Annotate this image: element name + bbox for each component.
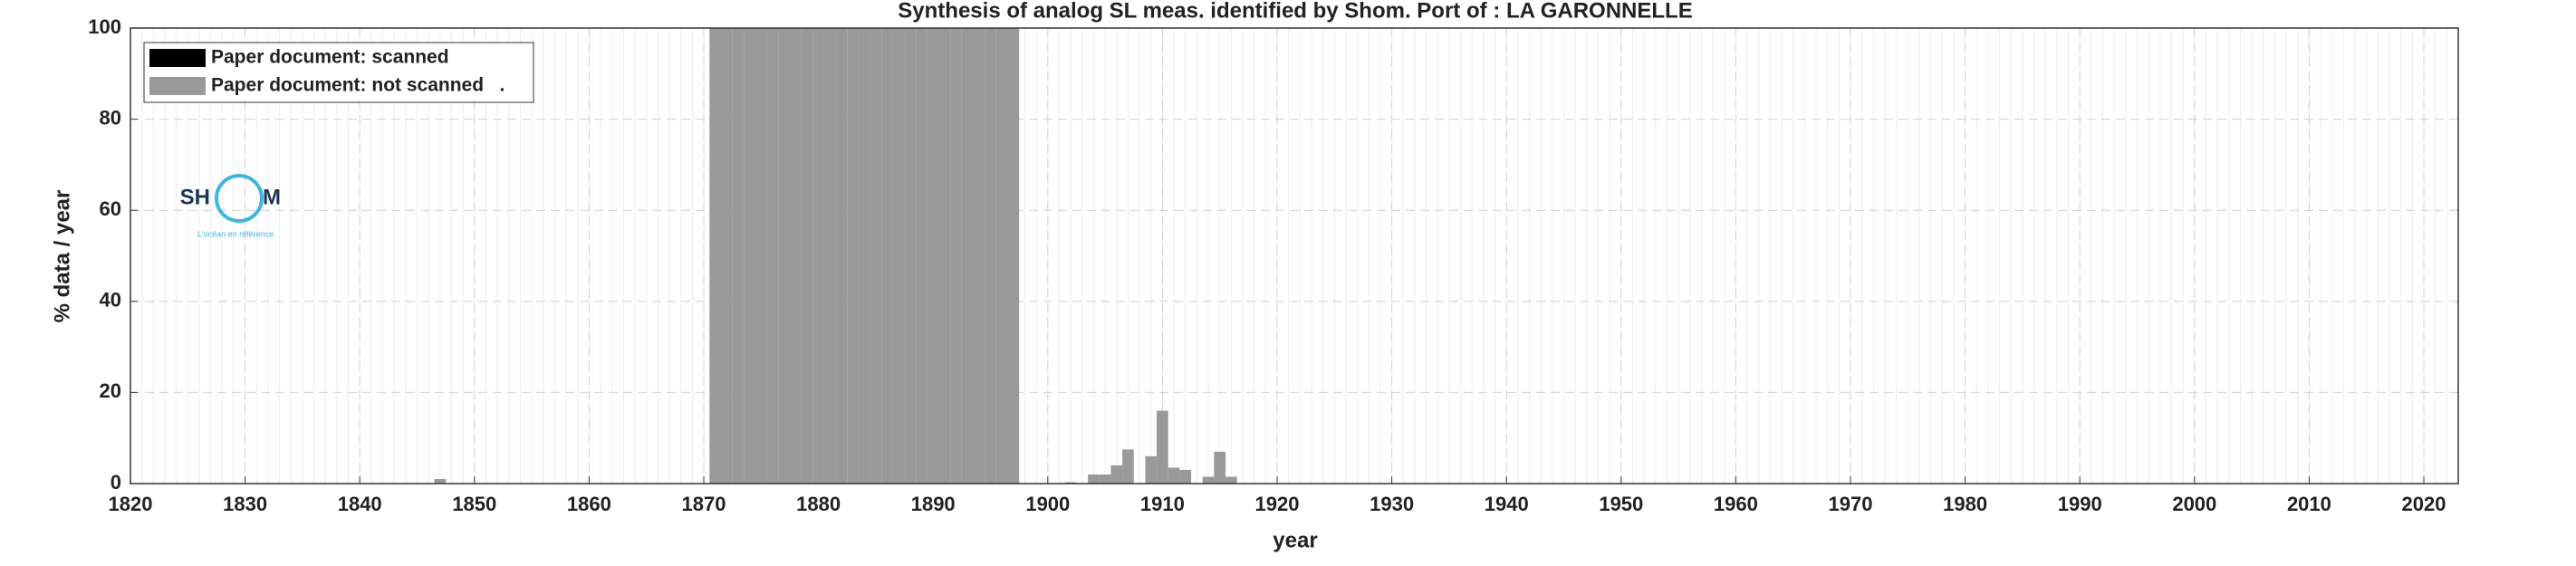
plot-frame <box>130 27 2459 484</box>
bar <box>434 478 447 484</box>
bar <box>755 28 767 484</box>
bar <box>892 28 905 484</box>
x-tick-label: 1840 <box>338 493 382 515</box>
x-tick-label: 1940 <box>1485 493 1529 515</box>
bar <box>938 28 951 484</box>
x-tick-label: 1820 <box>109 493 153 515</box>
logo-tagline: L'océan en référence <box>197 229 274 238</box>
bar <box>985 28 996 484</box>
legend-label: Paper document: not scanned . <box>211 75 505 96</box>
bar <box>1226 476 1237 484</box>
bar <box>1110 465 1123 484</box>
x-tick-label: 1980 <box>1943 493 1987 515</box>
x-tick-label: 1870 <box>682 493 726 515</box>
bar <box>789 28 802 484</box>
x-tick-label: 1960 <box>1714 493 1758 515</box>
x-tick-label: 1880 <box>796 493 841 515</box>
bar <box>973 28 985 484</box>
bar <box>1157 410 1168 484</box>
logo-ring <box>215 174 264 223</box>
bar <box>870 28 882 484</box>
x-tick-label: 1920 <box>1255 493 1300 515</box>
x-axis-label: year <box>1273 528 1317 552</box>
bar <box>823 28 836 484</box>
bar <box>858 28 870 484</box>
legend-swatch <box>149 49 206 67</box>
y-axis-label: % data / year <box>50 190 74 323</box>
bar <box>1122 449 1134 484</box>
bar <box>1202 476 1215 484</box>
logo-text: SH <box>180 185 210 209</box>
x-tick-label: 1900 <box>1025 493 1070 515</box>
bar <box>950 28 962 484</box>
bar <box>1099 474 1111 484</box>
x-tick-label: 1990 <box>2058 493 2102 515</box>
bar <box>916 28 928 484</box>
x-tick-label: 1890 <box>911 493 956 515</box>
x-tick-label: 1860 <box>567 493 611 515</box>
bar <box>801 28 813 484</box>
chart-title: Synthesis of analog SL meas. identified … <box>898 0 1692 23</box>
bar <box>778 28 790 484</box>
bar <box>1145 456 1158 484</box>
y-tick-label: 80 <box>100 106 121 129</box>
y-tick-label: 100 <box>88 15 121 38</box>
bar <box>1214 451 1226 484</box>
bar <box>1168 467 1180 484</box>
bar <box>904 28 917 484</box>
bar <box>1064 482 1077 484</box>
legend-label: Paper document: scanned <box>211 47 449 68</box>
bar <box>812 28 824 484</box>
bar <box>744 28 755 484</box>
bar <box>961 28 974 484</box>
legend: Paper document: scanned Paper document: n… <box>143 42 534 103</box>
y-tick-label: 0 <box>111 471 121 494</box>
bar <box>995 28 1008 484</box>
y-tick-label: 40 <box>100 289 121 312</box>
legend-box <box>143 42 534 103</box>
bar <box>1179 469 1192 484</box>
x-tick-label: 2000 <box>2172 493 2216 515</box>
x-tick-label: 1950 <box>1599 493 1643 515</box>
bar <box>1007 28 1020 484</box>
bar <box>1088 474 1100 484</box>
x-tick-label: 1830 <box>223 493 267 515</box>
x-tick-label: 2010 <box>2287 493 2331 515</box>
bar <box>766 28 779 484</box>
bar <box>720 28 733 484</box>
legend-swatch <box>149 77 206 95</box>
x-tick-label: 1970 <box>1829 493 1873 515</box>
bar <box>847 28 859 484</box>
x-tick-label: 1910 <box>1140 493 1185 515</box>
logo: SH M L'océan en référence <box>180 174 281 238</box>
x-tick-label: 1930 <box>1370 493 1414 515</box>
logo-text: M <box>263 185 281 209</box>
bar <box>881 28 893 484</box>
x-tick-label: 1850 <box>452 493 496 515</box>
y-tick-label: 20 <box>100 379 121 402</box>
bar <box>927 28 939 484</box>
bar <box>835 28 848 484</box>
bar <box>732 28 745 484</box>
bar <box>709 28 721 484</box>
y-tick-label: 60 <box>100 197 121 220</box>
x-tick-label: 2020 <box>2402 493 2446 515</box>
